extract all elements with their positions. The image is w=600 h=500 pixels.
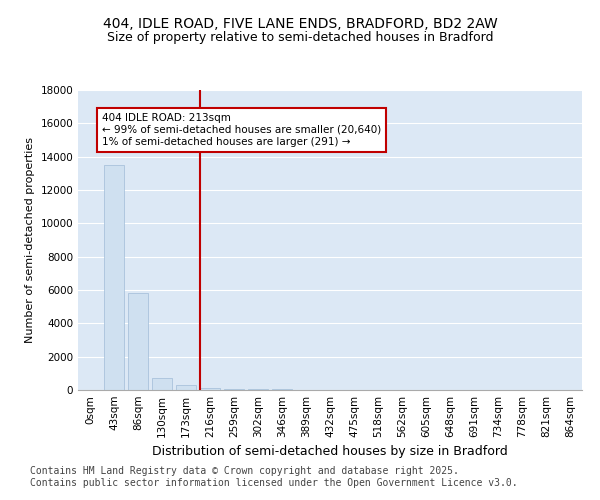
Text: Contains HM Land Registry data © Crown copyright and database right 2025.
Contai: Contains HM Land Registry data © Crown c… xyxy=(30,466,518,487)
Bar xyxy=(248,389,268,390)
Text: 404, IDLE ROAD, FIVE LANE ENDS, BRADFORD, BD2 2AW: 404, IDLE ROAD, FIVE LANE ENDS, BRADFORD… xyxy=(103,18,497,32)
Bar xyxy=(104,165,124,390)
Bar xyxy=(200,388,220,390)
Text: Size of property relative to semi-detached houses in Bradford: Size of property relative to semi-detach… xyxy=(107,31,493,44)
Y-axis label: Number of semi-detached properties: Number of semi-detached properties xyxy=(25,137,35,343)
Bar xyxy=(176,385,196,390)
Bar xyxy=(224,388,244,390)
X-axis label: Distribution of semi-detached houses by size in Bradford: Distribution of semi-detached houses by … xyxy=(152,446,508,458)
Text: 404 IDLE ROAD: 213sqm
← 99% of semi-detached houses are smaller (20,640)
1% of s: 404 IDLE ROAD: 213sqm ← 99% of semi-deta… xyxy=(102,114,381,146)
Bar xyxy=(152,378,172,390)
Bar xyxy=(128,294,148,390)
